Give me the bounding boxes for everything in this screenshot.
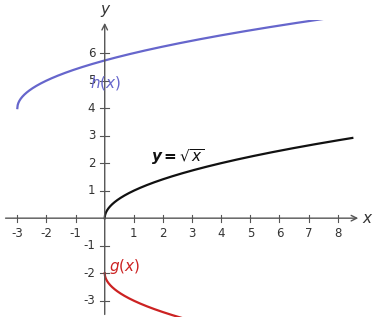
Text: -1: -1 (70, 227, 82, 240)
Text: -1: -1 (83, 239, 95, 252)
Text: -2: -2 (83, 267, 95, 280)
Text: -3: -3 (83, 294, 95, 307)
Text: 3: 3 (88, 129, 95, 142)
Text: 6: 6 (88, 47, 95, 60)
Text: -3: -3 (12, 227, 23, 240)
Text: -2: -2 (40, 227, 52, 240)
Text: y: y (100, 2, 109, 17)
Text: $h(x)$: $h(x)$ (90, 74, 122, 92)
Text: 1: 1 (130, 227, 138, 240)
Text: 1: 1 (88, 184, 95, 197)
Text: 2: 2 (88, 156, 95, 170)
Text: 4: 4 (218, 227, 225, 240)
Text: 3: 3 (188, 227, 196, 240)
Text: 2: 2 (159, 227, 167, 240)
Text: 5: 5 (88, 74, 95, 87)
Text: x: x (362, 211, 371, 226)
Text: 8: 8 (334, 227, 341, 240)
Text: $g(x)$: $g(x)$ (109, 257, 140, 276)
Text: 7: 7 (305, 227, 312, 240)
Text: 6: 6 (276, 227, 283, 240)
Text: 4: 4 (88, 102, 95, 115)
Text: 5: 5 (247, 227, 254, 240)
Text: $\boldsymbol{y=\sqrt{x}}$: $\boldsymbol{y=\sqrt{x}}$ (151, 147, 205, 167)
